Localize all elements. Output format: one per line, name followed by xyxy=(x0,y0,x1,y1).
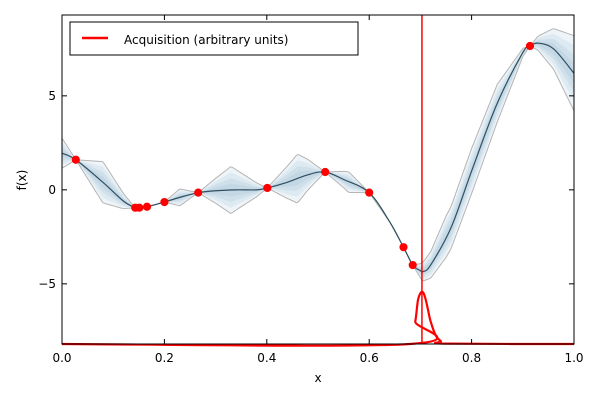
observation-point xyxy=(71,155,80,164)
legend-box xyxy=(69,21,359,56)
uncertainty-band-layer-1 xyxy=(62,33,574,279)
acquisition-line xyxy=(61,290,575,347)
y-axis-ticks: −5 0 5 xyxy=(38,89,574,291)
y-tick-label: −5 xyxy=(38,277,56,291)
observation-point xyxy=(160,197,169,207)
x-tick-label: 0.2 xyxy=(155,351,174,365)
uncertainty-band xyxy=(62,28,574,281)
observation-point xyxy=(263,183,272,193)
plot-frame xyxy=(61,14,575,345)
legend: Acquisition (arbitrary units) xyxy=(69,21,359,56)
observation-point xyxy=(142,202,152,211)
observations xyxy=(71,41,535,270)
observation-point xyxy=(321,167,330,177)
observation-point xyxy=(408,260,417,270)
observation-point xyxy=(399,243,408,252)
y-tick-label: 5 xyxy=(48,89,56,103)
uncertainty-band-layer-0 xyxy=(62,28,574,281)
y-axis-label: f(x) xyxy=(15,170,29,191)
x-tick-label: 1.0 xyxy=(564,351,583,365)
observation-point xyxy=(365,188,374,197)
observation-point xyxy=(525,41,535,51)
x-axis-ticks: 0.0 0.2 0.4 0.6 0.8 1.0 xyxy=(52,15,584,365)
observation-point xyxy=(194,188,203,197)
acquisition-curve xyxy=(61,290,575,347)
x-tick-label: 0.8 xyxy=(462,351,481,365)
legend-label: Acquisition (arbitrary units) xyxy=(124,33,288,47)
x-axis-label: x xyxy=(314,371,321,385)
x-tick-label: 0.0 xyxy=(52,351,71,365)
x-tick-label: 0.6 xyxy=(360,351,379,365)
observation-point xyxy=(135,203,144,212)
y-tick-label: 0 xyxy=(48,183,56,197)
x-tick-label: 0.4 xyxy=(257,351,276,365)
